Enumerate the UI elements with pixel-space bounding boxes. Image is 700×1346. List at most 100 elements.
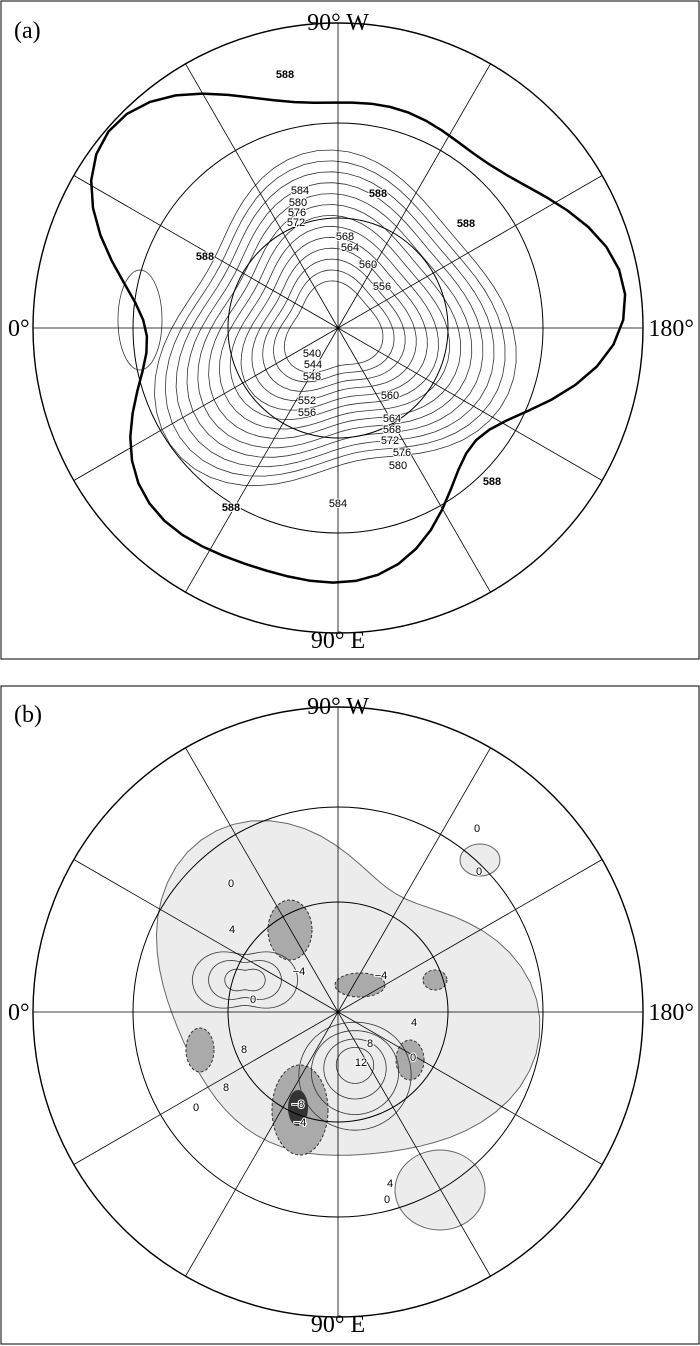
meridian	[337, 63, 491, 329]
contour	[208, 204, 462, 439]
meridian	[73, 859, 339, 1013]
axis-label: 90° E	[311, 1312, 365, 1338]
contour	[240, 236, 428, 411]
contour	[310, 1030, 400, 1116]
contour-label: 568	[336, 231, 354, 243]
meridian	[185, 1011, 339, 1277]
dark-area	[422, 969, 448, 991]
contour-label: 560	[359, 259, 377, 271]
contour-label: 564	[383, 413, 401, 425]
contour-label: 564	[341, 242, 359, 254]
meridian	[337, 327, 603, 481]
dark-area	[267, 899, 313, 961]
panel-label: (b)	[14, 702, 42, 728]
contour-label: 544	[304, 359, 322, 371]
contour-label: 588	[222, 502, 240, 514]
panel-frame	[0, 0, 700, 660]
contour-label: 572	[381, 435, 399, 447]
contour-label: 588	[369, 188, 387, 200]
contour	[273, 269, 395, 383]
contour-label: 556	[298, 407, 316, 419]
dark-area	[395, 1039, 425, 1081]
axis-label: 90° W	[307, 694, 369, 720]
panel-label: (a)	[14, 18, 41, 44]
meridian	[185, 63, 339, 329]
contour-label: 0	[476, 866, 482, 878]
contour-label: 4	[411, 1017, 417, 1029]
meridian	[337, 327, 491, 593]
contour-label: 12	[355, 1057, 367, 1069]
meridian	[73, 175, 339, 329]
contour-label: 588	[457, 218, 475, 230]
contour-label: 576	[288, 207, 306, 219]
contour-label: 560	[381, 390, 399, 402]
contour	[298, 1021, 412, 1131]
meridian	[73, 1011, 339, 1165]
contour-label: −8	[292, 1099, 305, 1111]
meridian	[337, 175, 603, 329]
axis-label: 180°	[648, 1000, 694, 1026]
panel-frame	[0, 685, 700, 1345]
axis-label: 90° E	[311, 628, 365, 654]
meridian	[337, 859, 603, 1013]
contour-label: 4	[387, 1178, 393, 1190]
contour-label: 4	[229, 924, 235, 936]
meridian	[337, 1011, 491, 1277]
contour	[218, 214, 450, 430]
contour-label: 580	[289, 197, 307, 209]
contour-label: 576	[393, 447, 411, 459]
dark-area	[185, 1027, 215, 1073]
meridian	[337, 747, 491, 1013]
map	[89, 92, 627, 584]
contour-label: −4	[375, 970, 388, 982]
axis-label: 0°	[8, 1000, 30, 1026]
contour-label: 0	[384, 1194, 390, 1206]
contour-label: 584	[291, 185, 309, 197]
axis-label: 180°	[648, 316, 694, 342]
contour-label: −4	[294, 1117, 307, 1129]
axis-label: 0°	[8, 316, 30, 342]
contour-label: 8	[223, 1082, 229, 1094]
contour	[186, 182, 484, 458]
contour	[154, 149, 517, 486]
contour-label: 0	[228, 878, 234, 890]
contour-label: 572	[287, 217, 305, 229]
dark-area	[288, 1090, 308, 1126]
meridian	[185, 327, 339, 593]
contour	[191, 951, 299, 1009]
contour-label: −4	[293, 966, 306, 978]
contour-label: 588	[483, 476, 501, 488]
contour-label: 8	[241, 1044, 247, 1056]
contour-588	[89, 92, 627, 584]
shaded-area	[459, 843, 501, 877]
contour-label: 548	[303, 371, 321, 383]
contour	[208, 960, 282, 1000]
contour-label: 588	[276, 69, 294, 81]
contour-label: 0	[193, 1102, 199, 1114]
meridian	[73, 327, 339, 481]
contour-label: 584	[329, 498, 347, 510]
contour-label: 8	[367, 1038, 373, 1050]
contour	[175, 171, 495, 468]
contour	[335, 1047, 375, 1084]
map	[155, 820, 541, 1231]
contour-label: 580	[389, 460, 407, 472]
contour	[229, 225, 439, 421]
contour-label: 556	[373, 281, 391, 293]
contour	[164, 160, 506, 477]
contour	[323, 1038, 387, 1100]
contour-label: 0	[410, 1052, 416, 1064]
contour-label: 568	[383, 424, 401, 436]
axis-label: 90° W	[307, 10, 369, 36]
meridian	[185, 747, 339, 1013]
contour-label: 0	[474, 823, 480, 835]
contour	[251, 247, 417, 402]
contour	[197, 193, 473, 449]
contour	[117, 269, 163, 371]
contour-label: 588	[196, 251, 214, 263]
meridian	[337, 1011, 603, 1165]
contour	[283, 280, 384, 373]
contour-label: 0	[250, 994, 256, 1006]
